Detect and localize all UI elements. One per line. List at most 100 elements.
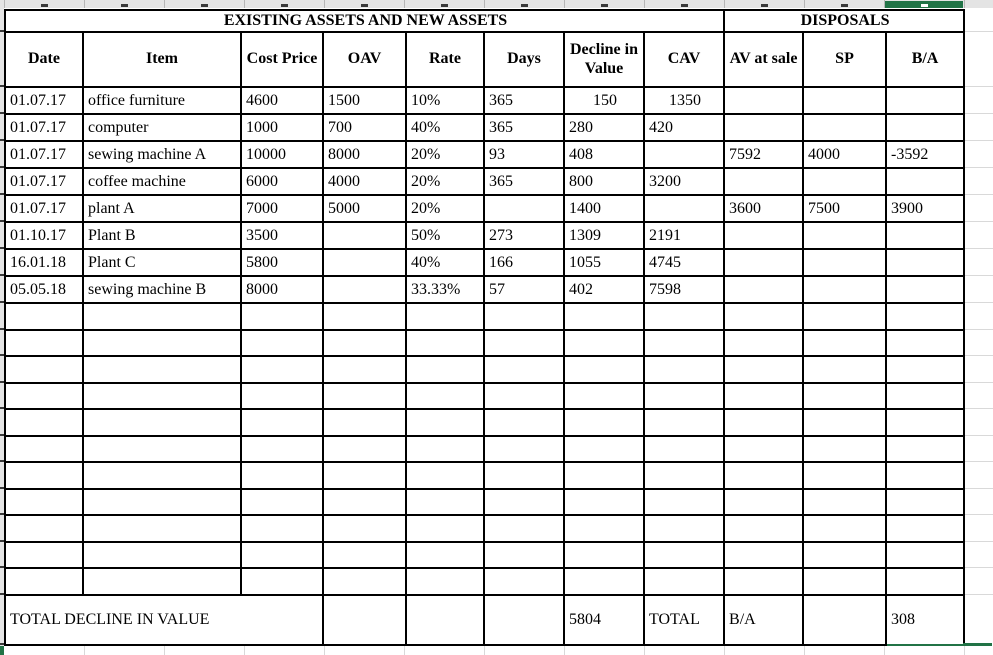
empty-cell[interactable] — [240, 408, 324, 437]
empty-cell[interactable] — [82, 355, 242, 384]
empty-cell[interactable] — [82, 302, 242, 331]
empty-cell[interactable] — [405, 540, 485, 569]
empty-cell[interactable] — [885, 434, 966, 463]
cell-sp[interactable]: 7500 — [802, 194, 888, 223]
empty-cell[interactable] — [322, 514, 407, 543]
empty-cell[interactable] — [642, 302, 726, 331]
col-header-cav[interactable]: CAV — [642, 31, 726, 88]
cell-days[interactable]: 365 — [483, 86, 565, 115]
cell-rate[interactable]: 33.33% — [405, 275, 485, 304]
empty-cell[interactable] — [802, 355, 888, 384]
empty-cell[interactable] — [4, 487, 84, 516]
cell-sp[interactable] — [802, 248, 888, 277]
col-header-ba[interactable]: B/A — [885, 31, 966, 88]
empty-cell[interactable] — [240, 514, 324, 543]
cell-item[interactable]: Plant B — [82, 221, 242, 250]
empty-cell[interactable] — [563, 328, 645, 357]
cell-oav[interactable]: 8000 — [322, 140, 407, 169]
cell-cav[interactable]: 4745 — [642, 248, 726, 277]
empty-cell[interactable] — [4, 355, 84, 384]
cell-days[interactable] — [483, 194, 565, 223]
cell-ba[interactable] — [885, 248, 966, 277]
empty-cell[interactable] — [723, 328, 805, 357]
cell-av-at-sale[interactable] — [723, 275, 805, 304]
empty-cell[interactable] — [483, 328, 565, 357]
empty-cell[interactable] — [322, 381, 407, 410]
column-headers-strip[interactable] — [0, 0, 993, 8]
empty-cell[interactable] — [405, 381, 485, 410]
empty-cell[interactable] — [723, 540, 805, 569]
cell-rate[interactable]: 20% — [405, 194, 485, 223]
empty-cell[interactable] — [563, 381, 645, 410]
empty-cell[interactable] — [885, 302, 966, 331]
cell-decline-in-value[interactable]: 408 — [563, 140, 645, 169]
cell-ba[interactable] — [885, 275, 966, 304]
disposals-group-header[interactable]: DISPOSALS — [723, 9, 966, 33]
empty-cell[interactable] — [240, 434, 324, 463]
cell-rate[interactable]: 20% — [405, 140, 485, 169]
empty-cell[interactable] — [563, 514, 645, 543]
cell-decline-in-value[interactable]: 280 — [563, 113, 645, 142]
cell-cost-price[interactable]: 6000 — [240, 167, 324, 196]
empty-cell[interactable] — [642, 434, 726, 463]
empty-cell[interactable] — [483, 514, 565, 543]
empty-cell[interactable] — [723, 408, 805, 437]
empty-cell[interactable] — [802, 381, 888, 410]
empty-cell[interactable] — [642, 355, 726, 384]
col-header-cost-price[interactable]: Cost Price — [240, 31, 324, 88]
cell-cost-price[interactable]: 8000 — [240, 275, 324, 304]
empty-cell[interactable] — [483, 487, 565, 516]
empty-cell[interactable] — [563, 408, 645, 437]
cell-item[interactable]: Plant C — [82, 248, 242, 277]
empty-cell[interactable] — [563, 355, 645, 384]
empty-cell[interactable] — [483, 540, 565, 569]
col-header-sp[interactable]: SP — [802, 31, 888, 88]
total-caption-cell[interactable]: TOTAL — [642, 593, 726, 646]
empty-cell[interactable] — [405, 434, 485, 463]
empty-cell[interactable] — [563, 540, 645, 569]
cell-item[interactable]: sewing machine B — [82, 275, 242, 304]
empty-cell[interactable] — [4, 408, 84, 437]
empty-cell[interactable] — [82, 381, 242, 410]
empty-cell[interactable] — [642, 381, 726, 410]
empty-cell[interactable] — [563, 567, 645, 596]
empty-cell[interactable] — [4, 514, 84, 543]
empty-cell[interactable] — [322, 567, 407, 596]
cell-decline-in-value[interactable]: 1309 — [563, 221, 645, 250]
cell-av-at-sale[interactable] — [723, 248, 805, 277]
cell-av-at-sale[interactable] — [723, 86, 805, 115]
cell-days[interactable]: 93 — [483, 140, 565, 169]
empty-cell[interactable] — [82, 567, 242, 596]
empty-cell[interactable] — [405, 461, 485, 490]
empty-cell[interactable] — [802, 461, 888, 490]
cell-date[interactable]: 01.07.17 — [4, 113, 84, 142]
empty-cell[interactable] — [483, 567, 565, 596]
cell-date[interactable]: 01.07.17 — [4, 86, 84, 115]
cell-date[interactable]: 05.05.18 — [4, 275, 84, 304]
total-rate-cell[interactable] — [405, 593, 485, 646]
empty-cell[interactable] — [405, 302, 485, 331]
empty-cell[interactable] — [82, 461, 242, 490]
empty-cell[interactable] — [82, 540, 242, 569]
empty-cell[interactable] — [802, 328, 888, 357]
cell-sp[interactable]: 4000 — [802, 140, 888, 169]
empty-cell[interactable] — [4, 328, 84, 357]
col-header-oav[interactable]: OAV — [322, 31, 407, 88]
cell-cost-price[interactable]: 1000 — [240, 113, 324, 142]
col-header-decline-in-value[interactable]: Decline in Value — [563, 31, 645, 88]
empty-cell[interactable] — [4, 434, 84, 463]
empty-cell[interactable] — [723, 434, 805, 463]
cell-decline-in-value[interactable]: 1055 — [563, 248, 645, 277]
cell-days[interactable]: 365 — [483, 113, 565, 142]
cell-cost-price[interactable]: 4600 — [240, 86, 324, 115]
cell-rate[interactable]: 40% — [405, 248, 485, 277]
empty-cell[interactable] — [642, 408, 726, 437]
empty-cell[interactable] — [322, 461, 407, 490]
empty-cell[interactable] — [322, 355, 407, 384]
cell-rate[interactable]: 10% — [405, 86, 485, 115]
empty-cell[interactable] — [322, 434, 407, 463]
empty-cell[interactable] — [483, 355, 565, 384]
cell-decline-in-value[interactable]: 150 — [563, 86, 645, 115]
cell-days[interactable]: 57 — [483, 275, 565, 304]
empty-cell[interactable] — [885, 408, 966, 437]
